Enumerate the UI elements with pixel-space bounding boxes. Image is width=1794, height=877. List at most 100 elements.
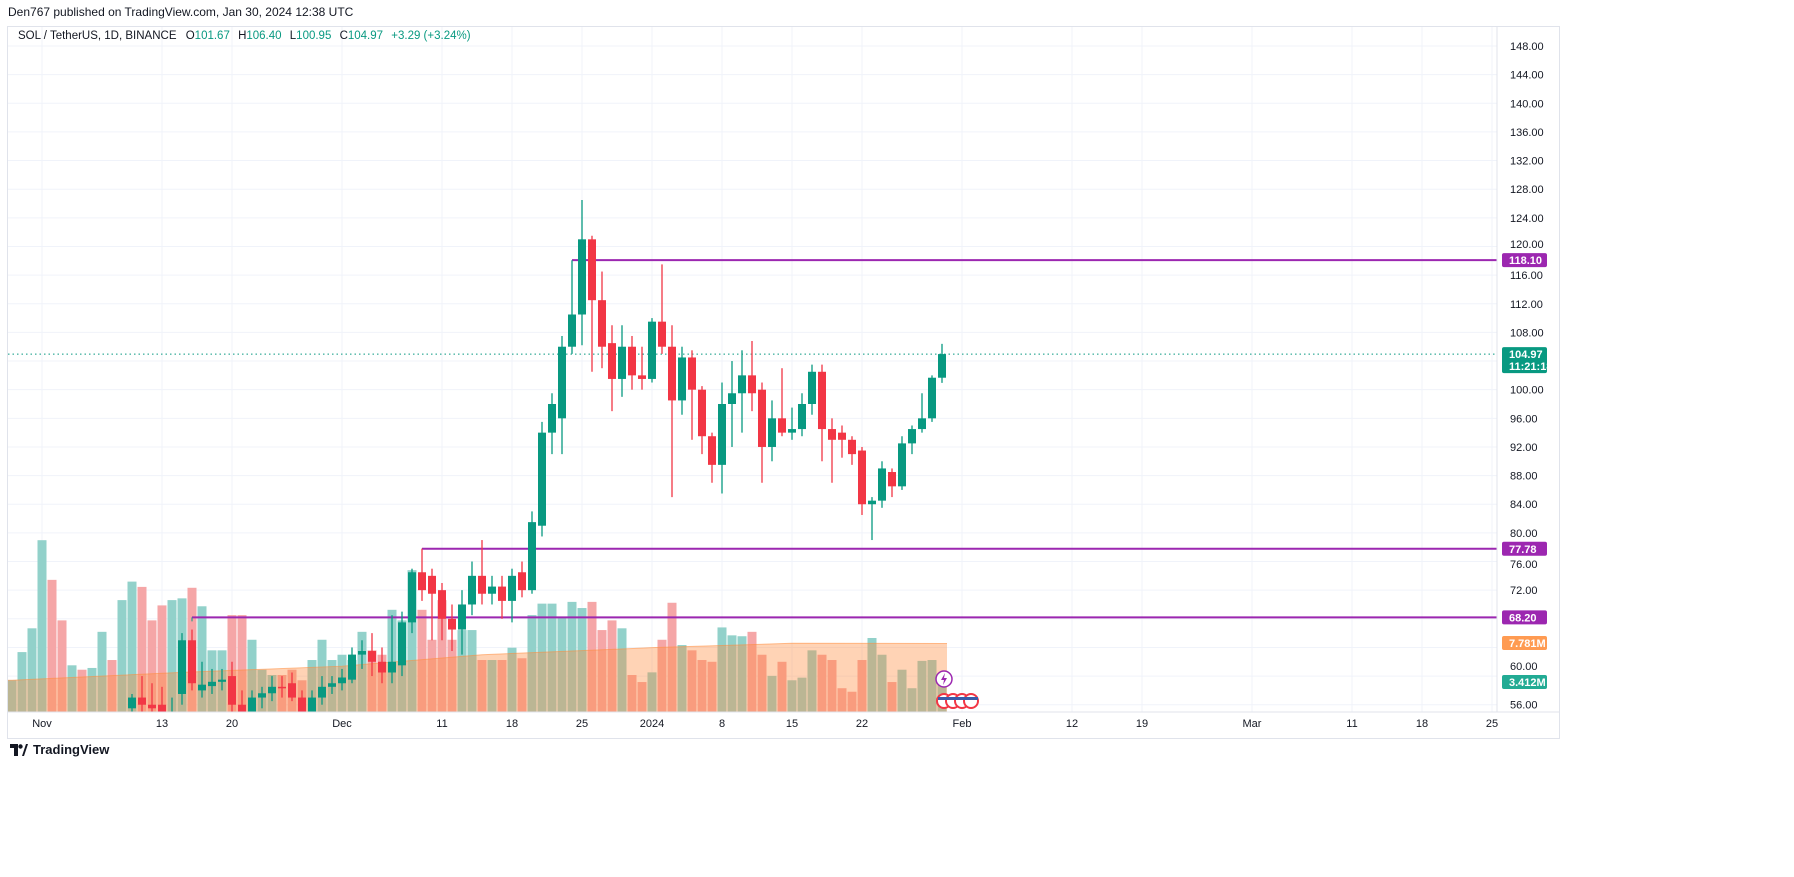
volume-ma-line xyxy=(8,642,947,681)
price-tick-label: 120.00 xyxy=(1510,239,1544,251)
symbol-name[interactable]: SOL / TetherUS, 1D, BINANCE xyxy=(18,30,177,42)
candle-body xyxy=(748,375,756,394)
candle-body xyxy=(778,418,786,433)
candle-body xyxy=(458,604,466,630)
price-tick-label: 140.00 xyxy=(1510,98,1544,110)
price-axis[interactable]: 148.00 144.00 140.00 136.00 132.00 128.00 124.… xyxy=(1510,41,1544,712)
close-label: C xyxy=(339,30,348,42)
time-tick-label: 12 xyxy=(1066,718,1078,730)
open-value: 101.67 xyxy=(194,30,230,42)
level-price-tag: 68.20 xyxy=(1502,610,1547,625)
change-value: +3.29 (+3.24%) xyxy=(391,30,471,42)
candle-body xyxy=(768,418,776,447)
candle-body xyxy=(538,432,546,526)
candle xyxy=(888,468,896,498)
candle-body xyxy=(698,389,706,437)
price-tick-label: 144.00 xyxy=(1510,70,1544,82)
candle xyxy=(568,260,576,354)
high-label: H xyxy=(238,30,247,42)
candle xyxy=(278,676,286,698)
horizontal-levels[interactable] xyxy=(8,259,1497,622)
footer-brand[interactable]: TradingView xyxy=(10,742,109,757)
candle xyxy=(518,561,526,598)
level-price-tag-text: 77.78 xyxy=(1509,544,1537,556)
candle-body xyxy=(398,622,406,666)
high-value: 106.40 xyxy=(246,30,282,42)
level-price-tag-bg xyxy=(1502,610,1547,625)
time-tick-label: Mar xyxy=(1243,718,1262,730)
volume-bar xyxy=(717,627,727,712)
time-tick-label: 8 xyxy=(719,718,725,730)
price-tick-label: 100.00 xyxy=(1510,385,1544,397)
chart-frame xyxy=(7,26,1560,739)
candle xyxy=(748,340,756,412)
volume-ma-tag-text: 7.781M xyxy=(1509,638,1546,650)
price-tick-label: 132.00 xyxy=(1510,156,1544,168)
candle xyxy=(458,590,466,655)
candles xyxy=(128,199,946,712)
candle-body xyxy=(798,404,806,430)
last-price-tag-bg xyxy=(1502,347,1547,374)
time-tick-label: 11 xyxy=(1346,718,1357,730)
volume-bar xyxy=(637,682,647,712)
price-tick-label: 92.00 xyxy=(1510,442,1538,454)
candle-body xyxy=(608,343,616,379)
price-tick-label: 116.00 xyxy=(1510,270,1543,282)
volume-bar xyxy=(77,669,87,712)
time-tick-label: Nov xyxy=(32,718,52,730)
volume-bar xyxy=(437,600,447,712)
candle xyxy=(658,264,666,354)
volume-ma-area xyxy=(8,643,947,712)
volume-bar xyxy=(837,688,847,712)
price-tick-label: 96.00 xyxy=(1510,413,1538,425)
volume-bar xyxy=(377,654,387,712)
volume-bar xyxy=(737,636,747,712)
symbol-legend[interactable]: SOL / TetherUS, 1D, BINANCE O101.67 H106… xyxy=(18,30,476,42)
candle xyxy=(738,350,746,433)
candle-body xyxy=(938,354,946,378)
volume-pane xyxy=(8,540,947,712)
candle xyxy=(638,346,646,390)
time-axis[interactable]: Nov 13 20 Dec 11 18 25 2024 8 15 22 Feb 12 19 Mar 11 18 2… xyxy=(32,718,1498,730)
candle xyxy=(358,640,366,669)
candle xyxy=(178,633,186,705)
candle xyxy=(228,661,236,712)
volume-bar xyxy=(577,608,587,712)
candle-body xyxy=(268,686,276,694)
volume-bar xyxy=(157,605,167,712)
candle xyxy=(488,575,496,605)
time-tick-label: 25 xyxy=(576,718,588,730)
flag-icon[interactable] xyxy=(963,693,979,709)
candle-body xyxy=(818,371,826,430)
candle-body xyxy=(928,377,936,419)
candle xyxy=(258,686,266,709)
volume-bar xyxy=(67,665,77,712)
volume-bar xyxy=(107,660,117,712)
candle xyxy=(288,672,296,702)
candle-body xyxy=(528,522,536,591)
candle xyxy=(308,690,316,712)
candle-body xyxy=(758,389,766,447)
candle-body xyxy=(368,651,376,662)
volume-bar xyxy=(907,688,917,712)
candle-body xyxy=(808,371,816,404)
candle xyxy=(548,393,556,455)
candle-body xyxy=(148,704,156,709)
volume-bar xyxy=(407,570,417,712)
candle-body xyxy=(568,314,576,347)
event-icons[interactable] xyxy=(935,670,979,709)
volume-bar xyxy=(167,600,177,712)
volume-bar xyxy=(797,677,807,712)
candle-body xyxy=(358,651,366,655)
price-tick-label: 88.00 xyxy=(1510,471,1538,483)
volume-bar xyxy=(457,630,467,712)
candle-body xyxy=(688,357,696,390)
volume-bar xyxy=(817,654,827,712)
us-flag-icons[interactable] xyxy=(936,693,979,709)
candle-body xyxy=(858,450,866,505)
lightning-glyph xyxy=(941,673,947,685)
tradingview-logo-icon xyxy=(10,743,28,756)
volume-bar xyxy=(17,652,27,712)
